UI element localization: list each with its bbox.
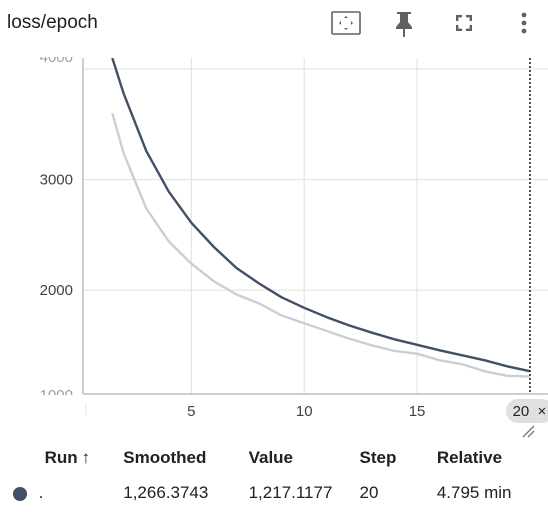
step-column-header[interactable]: Step (359, 448, 397, 467)
pin-button[interactable] (387, 6, 421, 40)
run-name: . (38, 483, 44, 502)
raw-value: 1,217.1177 (248, 483, 333, 502)
y-tick-partial-bottom-group: 1000 (40, 387, 73, 404)
y-tick-label: 3000 (40, 172, 73, 189)
fullscreen-icon (456, 15, 472, 31)
run-column-header[interactable]: Run ↑ (37, 444, 124, 472)
color-column-header (0, 444, 37, 472)
y-tick-label-partial: 1000 (40, 387, 73, 404)
more-vert-icon (521, 12, 527, 34)
step-cursor-close-icon[interactable]: × (538, 403, 547, 420)
y-tick-label: 2000 (40, 282, 73, 299)
resize-handle[interactable] (521, 424, 535, 438)
resize-grip-icon (522, 425, 535, 438)
runs-table: Run ↑ Smoothed Value Step Relative . 1,26… (0, 444, 548, 514)
x-tick-label: 10 (296, 403, 313, 420)
fit-domain-button[interactable] (329, 6, 363, 40)
y-tick-label-partial: 4000 (40, 49, 73, 66)
card-title: loss/epoch (7, 12, 98, 33)
run-color-dot (13, 486, 27, 501)
card-header: loss/epoch (0, 0, 548, 46)
relative-time: 4.795 min (436, 483, 512, 502)
smoothed-value: 1,266.3743 (123, 483, 209, 502)
step-cursor-badge (505, 399, 548, 423)
run-header-label: Run (44, 448, 78, 467)
raw-series-line (111, 112, 530, 378)
value-column-header[interactable]: Value (248, 448, 294, 467)
table-row: . 1,266.3743 1,217.1177 20 4.795 min (0, 472, 548, 514)
smoothed-series-line (111, 58, 531, 373)
fit-domain-icon (331, 11, 361, 35)
loss-chart[interactable]: 3000 2000 4000 1000 5 10 15 20 × (0, 46, 548, 438)
y-tick-partial-top-group: 4000 (40, 49, 73, 66)
x-tick-label: 15 (409, 403, 426, 420)
relative-column-header[interactable]: Relative (436, 448, 503, 467)
smoothed-column-header[interactable]: Smoothed (123, 448, 207, 467)
x-tick-label: 5 (187, 403, 195, 420)
more-options-button[interactable] (507, 6, 541, 40)
step-value: 20 (359, 483, 379, 502)
step-cursor-label: 20 (513, 403, 530, 420)
fullscreen-button[interactable] (447, 6, 481, 40)
sort-arrow-icon: ↑ (81, 448, 91, 467)
run-color-cell (0, 472, 37, 514)
pin-icon (396, 12, 412, 37)
runs-table-header: Run ↑ Smoothed Value Step Relative (0, 444, 548, 472)
